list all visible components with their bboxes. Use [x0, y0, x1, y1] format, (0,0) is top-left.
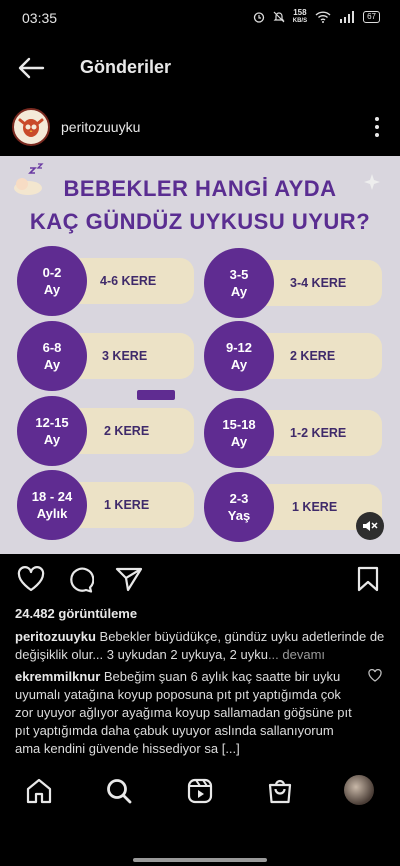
caption-more-link[interactable]: ... devamı: [267, 647, 326, 662]
watermark-logo: [137, 390, 175, 400]
age-unit: Ay: [230, 357, 248, 372]
signal-icon: [340, 11, 355, 23]
age-circle: 9-12 Ay: [204, 321, 274, 391]
post-caption[interactable]: peritozuuyku Bebekler büyüdükçe, gündüz …: [15, 628, 390, 664]
paper-plane-icon[interactable]: [115, 566, 143, 592]
shopping-bag-icon: [268, 779, 292, 804]
age-circle: 6-8 Ay: [17, 321, 87, 391]
age-range: 0-2: [42, 265, 62, 280]
reels-icon: [187, 778, 213, 804]
user-avatar[interactable]: [12, 108, 50, 146]
sleep-count: 1 KERE: [292, 500, 338, 514]
bookmark-icon[interactable]: [357, 566, 379, 592]
top-header: Gönderiler: [0, 44, 400, 92]
age-unit: Ay: [43, 357, 61, 372]
comment-text: Bebeğim şuan 6 aylık kaç saatte bir uyku…: [15, 669, 352, 756]
nav-reels[interactable]: [185, 776, 215, 806]
net-speed-value: 158: [293, 8, 307, 17]
heart-icon[interactable]: [17, 566, 45, 592]
caption-username[interactable]: peritozuuyku: [15, 629, 96, 644]
nav-search[interactable]: [104, 776, 134, 806]
age-range: 12-15: [35, 415, 69, 430]
bottom-navigation: [0, 770, 400, 814]
sleeping-baby-icon: [14, 163, 44, 195]
sparkle-icon: [364, 174, 380, 190]
post-image[interactable]: BEBEKLER HANGİ AYDA KAÇ GÜNDÜZ UYKUSU UY…: [0, 156, 400, 554]
caption-text: Bebekler büyüdükçe, gündüz uyku adetleri…: [15, 629, 385, 662]
status-icons: 158 KB/S 67: [253, 9, 380, 25]
home-indicator[interactable]: [133, 858, 267, 862]
sleep-count: 3 KERE: [102, 349, 148, 363]
mute-button[interactable]: [356, 512, 384, 540]
age-circle: 15-18 Ay: [204, 398, 274, 468]
age-circle: 3-5 Ay: [204, 248, 274, 318]
search-icon: [107, 779, 132, 804]
age-circle: 2-3 Yaş: [204, 472, 274, 542]
net-speed-unit: KB/S: [292, 18, 308, 24]
home-icon: [26, 778, 52, 804]
speaker-muted-icon: [363, 521, 378, 531]
comment-username[interactable]: ekremmilknur: [15, 669, 101, 684]
infographic-title-line2: KAÇ GÜNDÜZ UYKUSU UYUR?: [29, 209, 371, 234]
nav-shop[interactable]: [265, 776, 295, 806]
status-time: 03:35: [22, 10, 58, 26]
sleep-count-pill: 2 KERE: [256, 333, 382, 379]
alarm-icon: [253, 12, 264, 23]
nav-profile-avatar[interactable]: [344, 775, 374, 805]
comment-more-link[interactable]: [...]: [221, 741, 240, 756]
sleep-count-pill: 1 KERE: [70, 482, 194, 528]
wifi-icon: [315, 11, 331, 23]
age-range: 3-5: [229, 267, 249, 282]
sleep-count-pill: 3-4 KERE: [256, 260, 382, 306]
age-range: 18 - 24: [31, 489, 73, 504]
post-header: peritozuuyku: [0, 106, 400, 150]
age-unit: Aylık: [36, 506, 68, 521]
net-speed: 158 KB/S: [293, 9, 307, 25]
post-actions: [0, 566, 400, 596]
mute-notification-icon: [273, 11, 285, 23]
age-unit: Ay: [230, 434, 248, 449]
page-title: Gönderiler: [80, 57, 172, 77]
sleep-count: 1-2 KERE: [290, 426, 347, 440]
age-circle: 0-2 Ay: [17, 246, 87, 316]
nav-home[interactable]: [24, 776, 54, 806]
status-bar: 03:35 158 KB/S 67: [0, 0, 400, 36]
sleep-count: 2 KERE: [104, 424, 150, 438]
speech-bubble-icon[interactable]: [66, 566, 94, 594]
age-range: 9-12: [225, 340, 253, 355]
age-circle: 18 - 24 Aylık: [17, 470, 87, 540]
sleep-count-pill: 3 KERE: [70, 333, 194, 379]
sleep-count-pill: 1-2 KERE: [256, 410, 382, 456]
vertical-dots-icon[interactable]: [372, 114, 382, 140]
sleep-count: 4-6 KERE: [100, 274, 157, 288]
comment-like-icon[interactable]: [368, 669, 382, 682]
age-circle: 12-15 Ay: [17, 396, 87, 466]
sleep-count-pill: 4-6 KERE: [70, 258, 194, 304]
sleep-count: 3-4 KERE: [290, 276, 347, 290]
sleep-count: 1 KERE: [104, 498, 150, 512]
age-unit: Ay: [230, 284, 248, 299]
age-unit: Ay: [43, 432, 61, 447]
view-count: 24.482 görüntüleme: [15, 606, 138, 621]
arrow-left-icon[interactable]: [16, 56, 46, 80]
age-range: 15-18: [222, 417, 256, 432]
age-unit: Ay: [43, 282, 61, 297]
owl-logo-icon: [18, 118, 44, 137]
sleep-count-pill: 2 KERE: [70, 408, 194, 454]
age-unit: Yaş: [227, 508, 251, 523]
age-range: 6-8: [42, 340, 62, 355]
top-comment[interactable]: ekremmilknur Bebeğim şuan 6 aylık kaç sa…: [15, 668, 360, 758]
infographic-title-line1: BEBEKLER HANGİ AYDA: [63, 176, 337, 201]
age-range: 2-3: [229, 491, 249, 506]
post-username[interactable]: peritozuuyku: [61, 119, 141, 135]
sleep-count: 2 KERE: [290, 349, 336, 363]
battery-indicator: 67: [363, 11, 380, 23]
